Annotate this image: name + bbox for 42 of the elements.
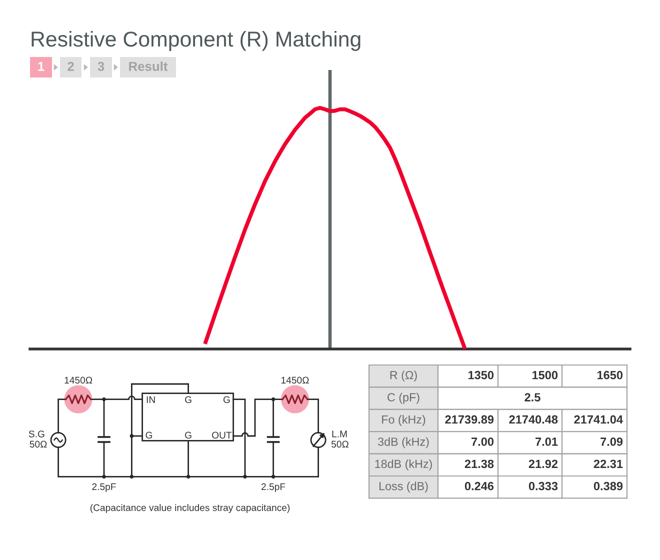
text: 22.31 bbox=[594, 460, 623, 468]
chart-title: Resistive Component (R) Matching bbox=[32, 31, 360, 51]
text: 21.92 bbox=[528, 460, 558, 468]
text: 7.00 bbox=[472, 438, 494, 446]
text: OUT bbox=[212, 432, 232, 439]
text: Loss (dB) bbox=[379, 482, 428, 493]
text: Fo (kHz) bbox=[382, 415, 426, 426]
text: 0.389 bbox=[594, 482, 623, 490]
text: 1500 bbox=[532, 370, 558, 380]
text: IN bbox=[146, 396, 155, 403]
text: 18dB (kHz) bbox=[375, 459, 432, 470]
text: 3dB (kHz) bbox=[378, 437, 429, 448]
text: 1450Ω bbox=[64, 376, 92, 384]
text: 21741.04 bbox=[574, 415, 623, 424]
text: 2.5pF bbox=[92, 483, 116, 492]
text: 2 bbox=[68, 62, 74, 71]
text: 21.38 bbox=[464, 460, 494, 468]
text: 0.246 bbox=[464, 482, 494, 490]
text: 21740.48 bbox=[509, 415, 558, 424]
text: 7.01 bbox=[536, 438, 558, 446]
text: R (Ω) bbox=[390, 370, 417, 382]
text: 1 bbox=[38, 62, 44, 71]
text: 1450Ω bbox=[281, 376, 309, 384]
text: 3 bbox=[98, 62, 104, 71]
text: 1650 bbox=[597, 370, 623, 380]
text: L.M bbox=[332, 430, 347, 438]
text: 50Ω bbox=[331, 440, 348, 448]
text: 0.333 bbox=[528, 482, 558, 490]
text: C (pF) bbox=[388, 392, 420, 404]
text: 21739.89 bbox=[445, 415, 494, 424]
text: G bbox=[185, 432, 192, 439]
text: 7.09 bbox=[600, 438, 623, 446]
text: (Capacitance value includes stray capacitance) bbox=[90, 504, 290, 513]
text: 2.5 bbox=[524, 393, 540, 402]
text: S.G bbox=[28, 430, 44, 438]
text: G bbox=[223, 396, 230, 404]
text: G bbox=[185, 396, 192, 404]
text: 2.5pF bbox=[262, 483, 286, 492]
text: Result bbox=[129, 61, 168, 71]
text: 1350 bbox=[468, 370, 494, 380]
text: 50Ω bbox=[30, 440, 47, 448]
text: G bbox=[146, 432, 152, 439]
